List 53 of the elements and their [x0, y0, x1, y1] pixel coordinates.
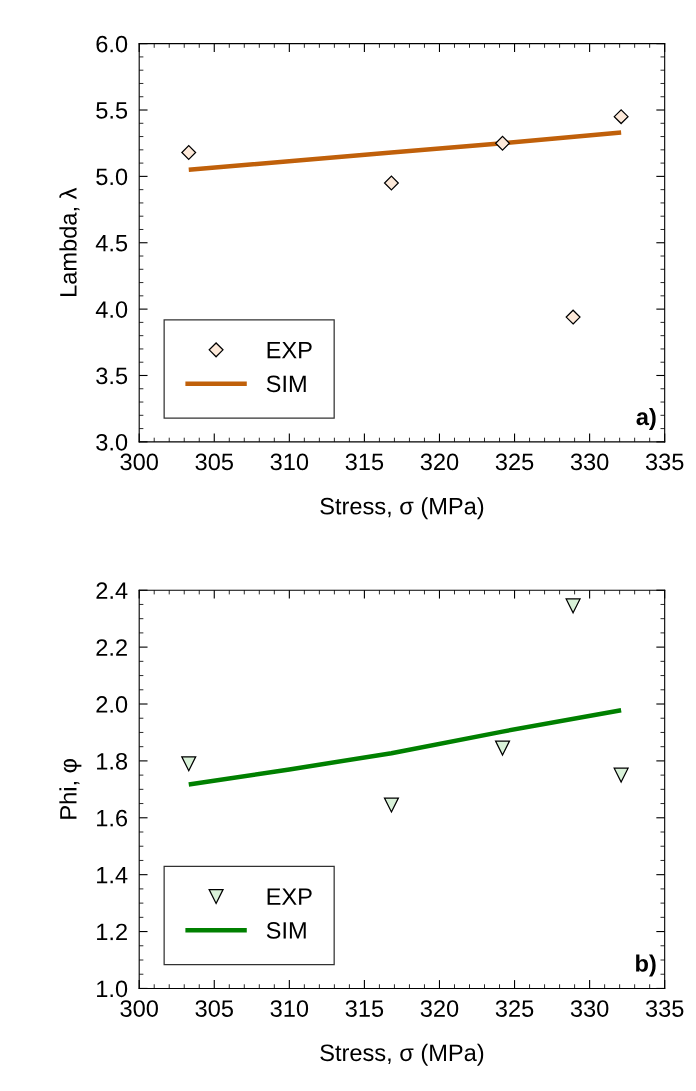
y-tick-label: 6.0 — [96, 35, 128, 53]
x-tick-label: 315 — [345, 1000, 384, 1017]
legend-label: SIM — [266, 375, 306, 393]
x-tick-label: 325 — [495, 1000, 534, 1017]
y-tick-label: 1.4 — [97, 866, 128, 884]
y-tick-label: 3.0 — [96, 433, 128, 451]
y-tick-label: 1.0 — [97, 980, 128, 998]
point — [613, 109, 629, 125]
y-tick-label: 4.5 — [95, 235, 128, 252]
y-tick-label: 1.2 — [97, 923, 127, 941]
y-tick-label: 1.6 — [97, 809, 128, 827]
y-tick-label: 3.5 — [96, 367, 128, 385]
x-tick-label: 300 — [120, 1000, 158, 1017]
legend-label: SIM — [266, 922, 306, 939]
point — [181, 756, 197, 772]
point — [565, 309, 581, 325]
x-axis-title: Stress, σ (MPa) — [320, 497, 484, 520]
y-tick-label: 2.4 — [96, 582, 128, 599]
x-tick-label: 305 — [195, 1000, 233, 1017]
y-tick-label: 5.0 — [96, 168, 128, 186]
point — [494, 740, 511, 756]
x-tick-label: 310 — [270, 1000, 309, 1017]
point — [495, 135, 511, 151]
point — [383, 175, 399, 191]
point — [613, 767, 629, 783]
x-tick-label: 310 — [270, 453, 309, 471]
x-tick-label: 315 — [345, 453, 384, 471]
x-axis-title: Stress, σ (MPa) — [320, 1043, 484, 1066]
y-axis-title: Phi, φ — [59, 759, 82, 819]
line-series — [186, 708, 624, 787]
y-axis-title: Lambda, λ — [59, 187, 80, 296]
point — [383, 797, 399, 813]
y-tick-label: 4.0 — [95, 301, 128, 318]
point — [565, 598, 581, 614]
legend-label: EXP — [267, 888, 312, 905]
annotation: b) — [636, 954, 656, 977]
x-tick-label: 325 — [495, 453, 534, 471]
x-tick-label: 330 — [570, 453, 609, 471]
y-tick-label: 5.5 — [96, 102, 128, 119]
x-tick-label: 305 — [195, 453, 233, 471]
line-series — [186, 130, 624, 172]
y-tick-label: 2.2 — [96, 639, 127, 656]
x-tick-label: 335 — [645, 453, 684, 471]
y-tick-label: 1.8 — [97, 752, 128, 770]
x-tick-label: 330 — [570, 1000, 609, 1017]
annotation: a) — [636, 407, 656, 430]
x-tick-label: 335 — [645, 1000, 684, 1017]
x-tick-label: 320 — [420, 1000, 459, 1017]
legend-label: EXP — [267, 341, 312, 359]
y-tick-label: 2.0 — [96, 696, 128, 713]
x-tick-label: 300 — [120, 453, 158, 471]
point — [181, 144, 197, 160]
x-tick-label: 320 — [420, 453, 459, 471]
